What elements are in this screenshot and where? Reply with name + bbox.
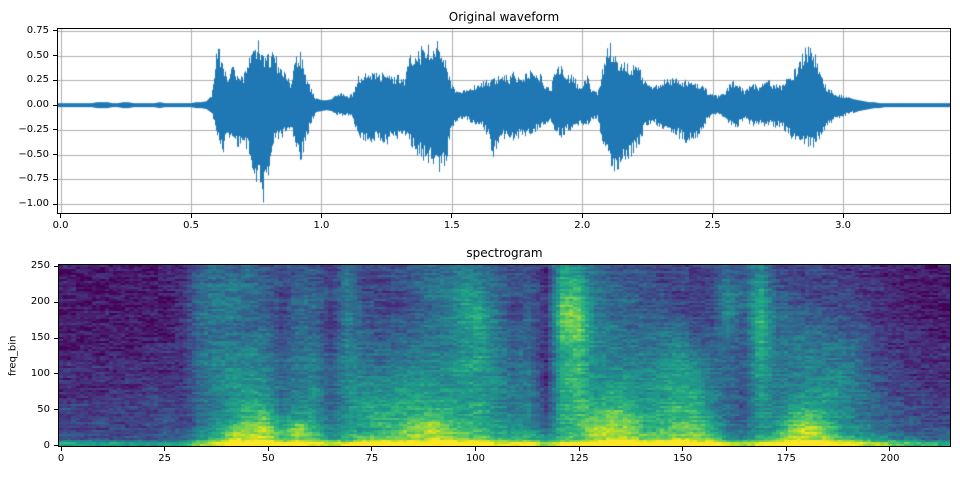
spectrogram-y-tick-mark bbox=[54, 301, 58, 303]
spectrogram-title: spectrogram bbox=[466, 246, 543, 260]
spectrogram-y-tick-mark bbox=[54, 445, 58, 447]
spectrogram-x-tick-mark bbox=[578, 447, 580, 451]
waveform-x-tick-mark bbox=[451, 214, 453, 218]
spectrogram-x-tick-label: 175 bbox=[776, 453, 796, 464]
spectrogram-x-tick-label: 0 bbox=[57, 453, 65, 464]
waveform-y-tick-label: −0.50 bbox=[18, 148, 49, 160]
waveform-x-tick-label: 2.0 bbox=[574, 220, 591, 231]
waveform-x-tick-label: 2.5 bbox=[704, 220, 721, 231]
waveform-y-tick-mark bbox=[53, 129, 57, 131]
waveform-canvas bbox=[58, 29, 950, 213]
waveform-x-tick-label: 0.5 bbox=[183, 220, 199, 231]
spectrogram-x-tick-label: 200 bbox=[880, 453, 900, 464]
spectrogram-x-tick-mark bbox=[889, 447, 891, 451]
waveform-y-tick-label: 0.25 bbox=[26, 74, 49, 86]
waveform-x-tick-label: 1.0 bbox=[313, 220, 330, 231]
spectrogram-x-tick-mark bbox=[371, 447, 373, 451]
waveform-x-tick-mark bbox=[712, 214, 714, 218]
spectrogram-x-tick-label: 50 bbox=[261, 453, 275, 464]
waveform-y-tick-label: −1.00 bbox=[18, 198, 49, 210]
waveform-x-tick-label: 1.5 bbox=[443, 220, 460, 231]
spectrogram-x-tick-label: 75 bbox=[365, 453, 379, 464]
waveform-y-tick-label: 0.75 bbox=[26, 24, 49, 36]
spectrogram-y-tick-mark bbox=[54, 265, 58, 267]
spectrogram-y-tick-label: 100 bbox=[30, 367, 50, 379]
spectrogram-y-tick-mark bbox=[54, 409, 58, 411]
waveform-y-tick-label: −0.25 bbox=[18, 123, 49, 135]
waveform-y-tick-mark bbox=[53, 55, 57, 57]
spectrogram-x-tick-mark bbox=[267, 447, 269, 451]
spectrogram-y-tick-label: 250 bbox=[30, 260, 50, 272]
waveform-y-tick-mark bbox=[53, 104, 57, 106]
waveform-y-tick-mark bbox=[53, 178, 57, 180]
waveform-y-tick-mark bbox=[53, 203, 57, 205]
spectrogram-y-tick-label: 50 bbox=[37, 403, 50, 415]
spectrogram-y-tick-label: 200 bbox=[30, 296, 50, 308]
spectrogram-x-tick-mark bbox=[474, 447, 476, 451]
waveform-y-tick-mark bbox=[53, 154, 57, 156]
waveform-x-tick-label: 0.0 bbox=[52, 220, 69, 231]
spectrogram-x-tick-label: 125 bbox=[569, 453, 589, 464]
spectrogram-x-tick-mark bbox=[164, 447, 166, 451]
waveform-y-tick-mark bbox=[53, 79, 57, 81]
waveform-x-tick-mark bbox=[60, 214, 62, 218]
spectrogram-canvas bbox=[59, 265, 950, 446]
waveform-x-tick-mark bbox=[842, 214, 844, 218]
spectrogram-x-tick-label: 100 bbox=[465, 453, 486, 464]
waveform-y-tick-mark bbox=[53, 30, 57, 32]
spectrogram-ylabel: freq_bin bbox=[7, 335, 19, 376]
spectrogram-y-tick-mark bbox=[54, 337, 58, 339]
waveform-x-tick-mark bbox=[320, 214, 322, 218]
spectrogram-y-tick-label: 150 bbox=[30, 332, 50, 344]
spectrogram-x-tick-mark bbox=[682, 447, 684, 451]
waveform-title: Original waveform bbox=[448, 10, 560, 24]
spectrogram-x-tick-label: 150 bbox=[673, 453, 693, 464]
spectrogram-y-tick-mark bbox=[54, 373, 58, 375]
spectrogram-x-tick-label: 25 bbox=[158, 453, 172, 464]
waveform-y-tick-label: 0.50 bbox=[26, 49, 49, 61]
waveform-x-tick-mark bbox=[581, 214, 583, 218]
spectrogram-x-tick-mark bbox=[60, 447, 62, 451]
waveform-y-tick-label: −0.75 bbox=[18, 173, 49, 185]
spectrogram-x-tick-mark bbox=[785, 447, 787, 451]
waveform-x-tick-mark bbox=[190, 214, 192, 218]
waveform-x-tick-label: 3.0 bbox=[835, 220, 852, 231]
spectrogram-y-tick-label: 0 bbox=[43, 439, 50, 451]
waveform-y-tick-label: 0.00 bbox=[26, 99, 49, 111]
